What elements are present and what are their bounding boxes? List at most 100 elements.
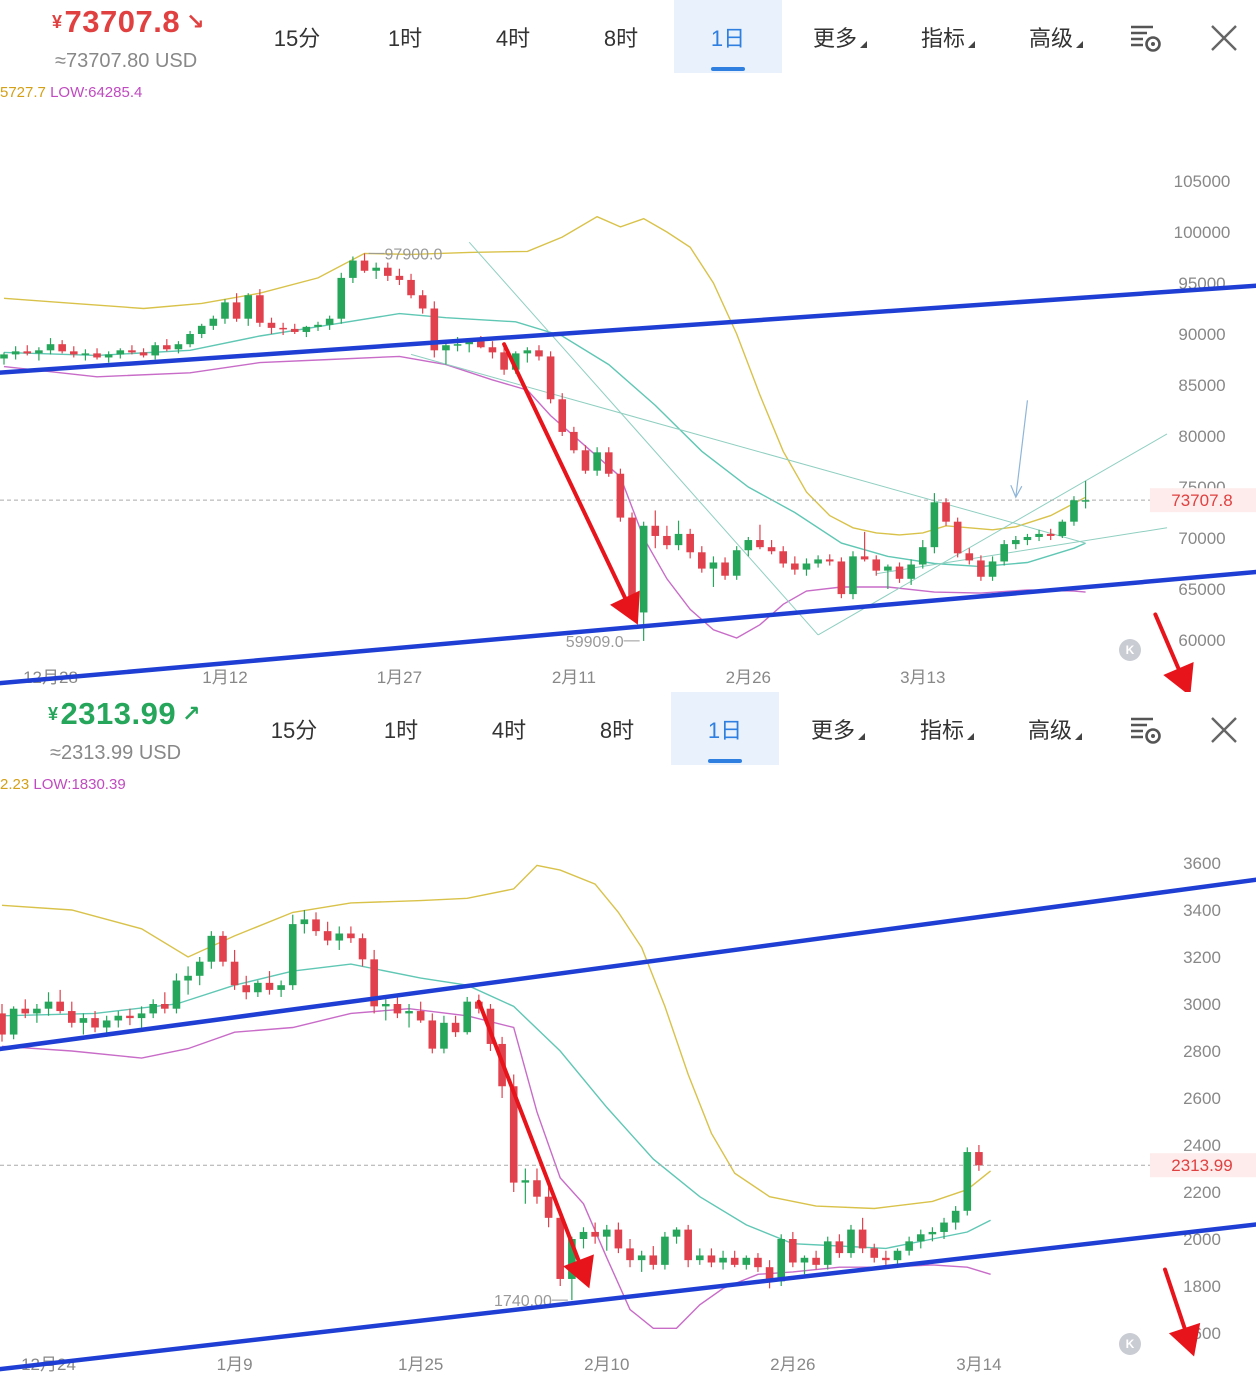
candle-body (46, 344, 55, 351)
candle-body (661, 1236, 669, 1265)
trend-channel-line (0, 569, 1256, 686)
chart-settings-icon[interactable] (1128, 20, 1164, 56)
candle-body (149, 1004, 157, 1014)
candle-body (1070, 500, 1078, 522)
candle-body (789, 1239, 797, 1263)
tab-1d[interactable]: 1日 (674, 0, 782, 73)
small-arrow-annotation (1015, 400, 1029, 498)
up-arrow-icon: ↗ (182, 701, 202, 726)
drawn-channel-line (876, 527, 1168, 575)
y-tick-label: 2800 (1183, 1042, 1221, 1061)
x-tick-label: 2月26 (726, 668, 771, 687)
candle-body (1081, 500, 1090, 502)
candle-body (907, 564, 915, 579)
candle-body (742, 1257, 751, 1265)
candle-body (800, 1257, 809, 1263)
y-tick-label: 2200 (1183, 1183, 1221, 1202)
tab-15m[interactable]: 15分 (273, 26, 321, 51)
eth-high: 2.23 (0, 776, 30, 793)
candle-body (626, 1248, 634, 1261)
candle-body (440, 1022, 448, 1049)
dropdown-corner-icon (860, 41, 867, 48)
tab-1h[interactable]: 1时 (383, 718, 419, 743)
x-tick-label: 1月12 (202, 668, 247, 687)
candle-body (58, 344, 66, 352)
candle-body (114, 1015, 123, 1021)
chart-settings-icon[interactable] (1128, 712, 1164, 748)
y-tick-label: 3200 (1183, 948, 1221, 967)
candle-body (79, 1018, 88, 1023)
candle-body (568, 1239, 576, 1279)
y-tick-label: 70000 (1178, 529, 1225, 548)
candle-body (23, 351, 32, 354)
candle-body (837, 561, 846, 595)
close-icon[interactable] (1206, 20, 1242, 56)
y-tick-label: 3000 (1183, 995, 1221, 1014)
candle-body (823, 1241, 832, 1265)
btc-price-usd: ≈73707.80 USD (55, 50, 198, 72)
candle-body (277, 985, 285, 990)
candle-body (195, 961, 204, 976)
candle-body (0, 354, 8, 359)
current-price-tag: 73707.8 (1171, 491, 1232, 510)
tab-indicators[interactable]: 指标 (894, 0, 1002, 73)
candle-body (546, 356, 555, 400)
candle-body (707, 1255, 716, 1263)
candle-body (847, 1229, 855, 1254)
candle-body (67, 1011, 76, 1023)
candle-body (779, 551, 788, 564)
candle-body (128, 350, 136, 353)
candle-body (756, 540, 764, 548)
candle-body (184, 975, 192, 981)
eth-price-usd: ≈2313.99 USD (50, 742, 182, 764)
tab-1d[interactable]: 1日 (671, 692, 779, 765)
candle-body (116, 350, 125, 355)
btc-high-low: 5727.7 LOW:64285.4 (0, 84, 142, 101)
tab-advanced[interactable]: 高级 (1001, 692, 1109, 765)
eth-price: ¥2313.99 ↗ (48, 696, 201, 732)
candle-body (312, 919, 320, 932)
drawn-channel-line (817, 433, 1168, 636)
tab-more[interactable]: 更多 (786, 0, 894, 73)
tab-1h[interactable]: 1时 (387, 26, 423, 51)
candle-body (370, 959, 378, 1007)
candle-body (940, 1222, 948, 1232)
close-icon[interactable] (1206, 712, 1242, 748)
candle-body (977, 560, 985, 577)
down-arrow-annotation-head (1168, 1322, 1201, 1357)
y-tick-label: 65000 (1178, 580, 1225, 599)
candle-body (500, 352, 508, 370)
candle-body (963, 1152, 972, 1211)
candle-body (244, 295, 253, 319)
candle-body (335, 933, 344, 941)
tab-15m[interactable]: 15分 (270, 718, 318, 743)
candle-body (951, 1210, 960, 1223)
y-tick-label: 2600 (1183, 1089, 1221, 1108)
candle-body (186, 334, 194, 345)
candle-body (628, 517, 636, 613)
candle-body (465, 341, 473, 345)
x-tick-label: 2月26 (770, 1355, 815, 1374)
tab-advanced[interactable]: 高级 (1002, 0, 1110, 73)
candle-body (219, 935, 227, 962)
candle-body (965, 553, 974, 561)
tab-8h[interactable]: 8时 (603, 26, 639, 51)
current-price-tag-bg (1150, 488, 1256, 513)
candle-body (21, 1008, 30, 1014)
candle-body (637, 1255, 646, 1261)
candle-body (395, 275, 404, 280)
down-arrow-annotation-head (1163, 662, 1194, 692)
tab-4h[interactable]: 4时 (491, 718, 527, 743)
candle-body (988, 561, 997, 577)
candle-body (579, 1231, 588, 1239)
eth-chart-panel: ¥2313.99 ↗ ≈2313.99 USD 2.23 LOW:1830.39 … (0, 692, 1256, 1378)
candle-body (405, 1011, 413, 1014)
tab-8h[interactable]: 8时 (599, 718, 635, 743)
candle-body (477, 341, 485, 348)
tab-4h[interactable]: 4时 (495, 26, 531, 51)
btc-candlestick-chart: 6000065000700007500080000850009000095000… (0, 172, 1256, 692)
candle-body (372, 267, 380, 271)
candle-body (463, 1001, 471, 1033)
tab-indicators[interactable]: 指标 (893, 692, 1001, 765)
tab-more[interactable]: 更多 (784, 692, 892, 765)
